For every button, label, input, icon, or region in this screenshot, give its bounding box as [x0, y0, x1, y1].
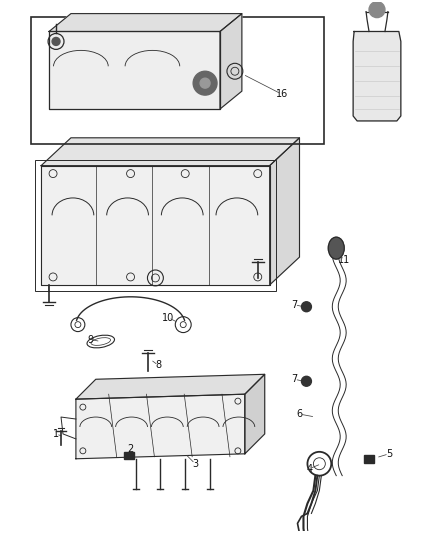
Text: 19: 19 [50, 31, 62, 42]
Text: 9: 9 [88, 335, 94, 344]
Polygon shape [49, 14, 242, 31]
Text: 4: 4 [306, 464, 312, 474]
Circle shape [369, 2, 385, 18]
Text: 18: 18 [378, 89, 390, 99]
Text: 8: 8 [155, 360, 162, 370]
Polygon shape [353, 31, 401, 121]
Polygon shape [49, 31, 220, 109]
Text: 16: 16 [276, 89, 288, 99]
Text: 14: 14 [264, 203, 276, 212]
Circle shape [52, 37, 60, 45]
Bar [124, 452, 134, 459]
Ellipse shape [328, 237, 344, 259]
Text: 3: 3 [192, 459, 198, 469]
Text: 17: 17 [202, 76, 214, 86]
Circle shape [301, 376, 311, 386]
Text: 15: 15 [169, 160, 181, 171]
Polygon shape [270, 138, 300, 285]
Text: 12: 12 [105, 245, 117, 255]
Bar [31, 17, 324, 144]
Text: 11: 11 [338, 255, 350, 265]
Text: 1: 1 [53, 429, 59, 439]
Text: 13: 13 [40, 196, 52, 205]
Circle shape [200, 78, 210, 88]
Polygon shape [76, 394, 245, 459]
Text: 5: 5 [386, 449, 392, 459]
Text: 10: 10 [162, 313, 174, 322]
Text: 2: 2 [127, 444, 134, 454]
Text: 6: 6 [297, 409, 303, 419]
Polygon shape [245, 374, 265, 454]
Polygon shape [220, 14, 242, 109]
Polygon shape [41, 138, 300, 166]
Text: 7: 7 [291, 374, 298, 384]
Polygon shape [41, 166, 270, 285]
Polygon shape [76, 374, 265, 399]
Bar [364, 455, 374, 463]
Circle shape [193, 71, 217, 95]
Text: 7: 7 [291, 300, 298, 310]
Bar [35, 160, 276, 291]
Circle shape [301, 302, 311, 312]
